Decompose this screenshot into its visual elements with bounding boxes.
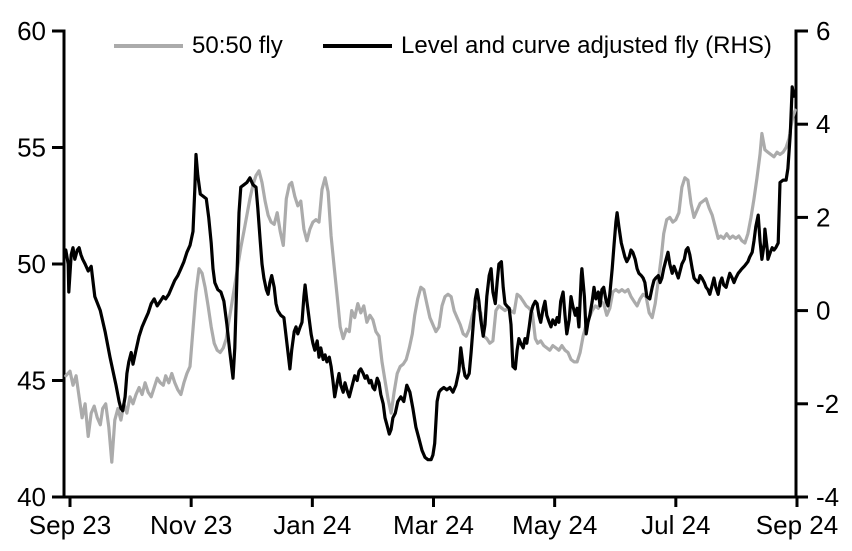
legend-swatch-gray-line: [114, 44, 183, 48]
series-line-50-50-fly: [64, 108, 797, 464]
y-left-tick-label: 55: [17, 133, 46, 163]
y-left-tick-label: 50: [17, 249, 46, 279]
y-right-tick-label: 6: [816, 16, 830, 46]
x-tick-label: May 24: [512, 510, 597, 540]
x-tick-label: Sep 23: [29, 510, 111, 540]
legend-label-level-curve-fly: Level and curve adjusted fly (RHS): [401, 32, 772, 59]
legend-item-level-curve-fly: Level and curve adjusted fly (RHS): [323, 34, 772, 58]
y-right-tick-label: -4: [816, 482, 839, 512]
y-right-tick-label: 2: [816, 202, 830, 232]
legend-item-5050-fly: 50:50 fly: [114, 34, 283, 58]
x-tick-label: Mar 24: [393, 510, 474, 540]
x-tick-label: Nov 23: [150, 510, 232, 540]
legend-label-5050-fly: 50:50 fly: [192, 32, 283, 59]
y-left-tick-label: 45: [17, 366, 46, 396]
x-tick-label: Jul 24: [641, 510, 710, 540]
x-tick-label: Jan 24: [273, 510, 351, 540]
series-line-level-and-curve-adjusted-fly-rhs: [64, 85, 796, 462]
y-left-tick-label: 60: [17, 16, 46, 46]
y-right-tick-label: 0: [816, 296, 830, 326]
y-right-tick-label: -2: [816, 389, 839, 419]
y-right-tick-label: 4: [816, 109, 830, 139]
x-tick-label: Sep 24: [756, 510, 838, 540]
y-left-tick-label: 40: [17, 482, 46, 512]
legend-swatch-black-line: [323, 44, 392, 48]
